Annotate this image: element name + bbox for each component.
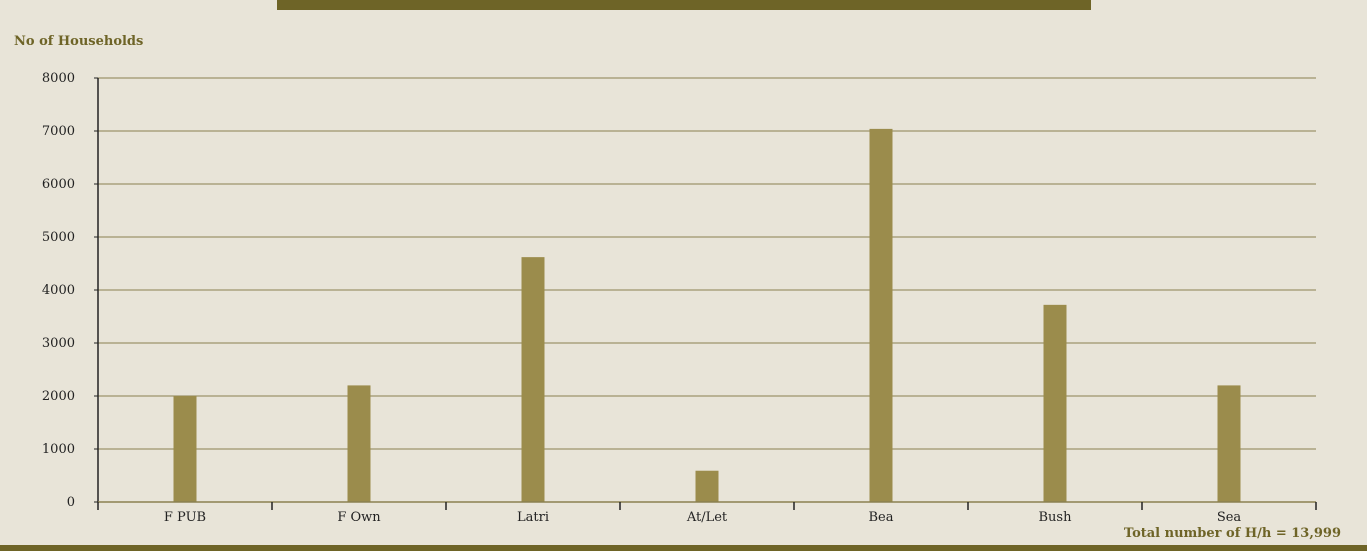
x-tick-label: F PUB <box>164 510 206 525</box>
y-tick-label: 6000 <box>42 177 75 192</box>
y-tick-label: 3000 <box>42 336 75 351</box>
bar-f-own <box>347 385 371 502</box>
x-tick-label: Sea <box>1217 510 1242 525</box>
x-tick-label: Bush <box>1039 510 1073 525</box>
y-tick-label: 7000 <box>42 124 75 139</box>
x-tick-label: Latri <box>517 510 549 525</box>
bottom-decorative-bar <box>0 545 1367 551</box>
x-tick-label: Bea <box>869 510 894 525</box>
x-tick-label: F Own <box>337 510 381 525</box>
y-tick-label: 8000 <box>42 71 75 86</box>
y-tick-label: 0 <box>67 495 75 510</box>
total-households-note: Total number of H/h = 13,999 <box>1123 526 1341 541</box>
y-tick-label: 5000 <box>42 230 75 245</box>
bar-latri <box>521 257 545 502</box>
bar-sea <box>1217 385 1241 502</box>
y-tick-label: 2000 <box>42 389 75 404</box>
x-tick-label: At/Let <box>686 510 728 525</box>
bar-bush <box>1043 304 1067 502</box>
bar-f-pub <box>173 396 197 502</box>
top-decorative-bar <box>277 0 1091 10</box>
bar-bea <box>869 128 893 502</box>
y-tick-label: 4000 <box>42 283 75 298</box>
y-axis-title: No of Households <box>14 34 144 49</box>
y-tick-label: 1000 <box>42 442 75 457</box>
bar-at-let <box>695 470 719 502</box>
